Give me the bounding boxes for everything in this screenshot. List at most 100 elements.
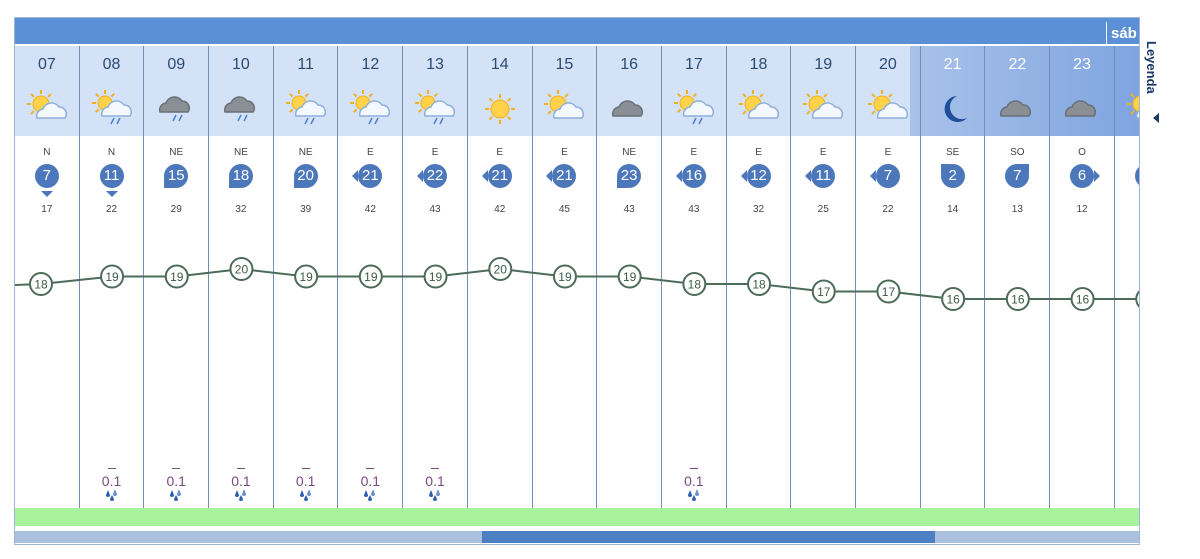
wind-speed-badge: 7 xyxy=(1005,164,1030,188)
scrollbar-thumb[interactable] xyxy=(482,531,935,543)
wind-gust-value: 22 xyxy=(105,204,118,215)
wind-direction-label: E xyxy=(819,147,827,158)
wind-speed-value: 7 xyxy=(1005,164,1030,188)
hour-columns: 07 N 7 17 08 N 11 22 0.1 09 NE 15 29 0.1 10 NE 18 32 0.1 11… xyxy=(15,46,1168,508)
precipitation-value: 0.1 xyxy=(339,468,403,489)
hour-column[interactable]: 23 O 6 12 xyxy=(1050,46,1115,508)
temperature-point: 19 xyxy=(358,264,383,289)
wind-speed-badge: 6 xyxy=(1070,164,1101,188)
temperature-point: 19 xyxy=(294,264,319,289)
hour-label: 21 xyxy=(943,56,962,73)
temperature-marker xyxy=(488,257,513,281)
hour-column[interactable]: 22 SO 7 13 xyxy=(986,46,1051,508)
day-label[interactable]: sáb xyxy=(1106,22,1137,44)
hour-label: 23 xyxy=(1073,56,1091,73)
precipitation-value: 0.1 xyxy=(274,468,338,489)
moon-icon xyxy=(931,88,975,128)
wind-direction-label: NE xyxy=(169,147,184,158)
precipitation-value: 0.1 xyxy=(209,468,273,489)
rain-drops-icon xyxy=(298,488,314,502)
precipitation-value: 0.1 xyxy=(403,468,467,489)
wind-speed-value: 6 xyxy=(1070,164,1095,188)
temperature-label: 19 xyxy=(105,270,119,284)
cloud-rain-icon xyxy=(154,88,198,128)
hour-column[interactable]: 20 E 7 22 xyxy=(856,46,921,508)
rain-drops-icon xyxy=(427,488,443,502)
temperature-point: 16 xyxy=(941,287,966,311)
wind-direction-label: E xyxy=(431,147,439,158)
temperature-label: 17 xyxy=(882,285,896,299)
sun-cloud-icon xyxy=(542,88,586,128)
temperature-label: 16 xyxy=(1011,293,1025,307)
cloud-icon xyxy=(607,88,651,128)
hour-label: 20 xyxy=(879,56,897,73)
wind-speed-value: 21 xyxy=(552,164,577,188)
sun-cloud-icon xyxy=(25,88,69,128)
temperature-marker xyxy=(29,272,53,296)
wind-speed-badge: 20 xyxy=(293,164,318,188)
wind-direction-label: E xyxy=(884,147,892,158)
temperature-marker xyxy=(1005,287,1030,311)
hour-column[interactable]: 18 E 12 32 xyxy=(727,46,792,508)
temperature-label: 18 xyxy=(34,278,48,292)
hour-label: 19 xyxy=(814,56,833,73)
hour-column[interactable]: 13 E 22 43 0.1 xyxy=(403,46,468,508)
wind-direction-label: SO xyxy=(1010,147,1025,158)
wind-speed-value: 20 xyxy=(293,164,318,188)
temperature-point: 20 xyxy=(488,257,513,281)
wind-direction-label: NE xyxy=(233,147,248,158)
sun-cloud-rain-icon xyxy=(90,88,134,128)
wind-speed-value: 11 xyxy=(99,164,124,188)
temperature-label: 19 xyxy=(623,270,637,284)
wind-speed-badge: 11 xyxy=(99,164,124,197)
wind-speed-badge: 12 xyxy=(740,164,771,188)
wind-direction-label: E xyxy=(561,147,568,158)
sun-cloud-icon xyxy=(737,88,781,128)
rain-drops-icon xyxy=(233,488,249,502)
rain-drops-icon xyxy=(168,488,184,502)
hour-column[interactable]: 16 NE 23 43 xyxy=(597,46,662,508)
temperature-label: 18 xyxy=(688,278,702,292)
wind-speed-badge: 7 xyxy=(34,164,59,197)
wind-speed-badge: 22 xyxy=(417,164,448,188)
legend-label[interactable]: Leyenda xyxy=(1144,41,1159,94)
wind-direction-label: NE xyxy=(622,147,637,158)
wind-gust-value: 12 xyxy=(1076,204,1088,215)
wind-speed-value: 7 xyxy=(875,164,900,188)
hour-column[interactable]: 10 NE 18 32 0.1 xyxy=(209,46,274,508)
hour-column[interactable]: 07 N 7 17 xyxy=(15,46,80,508)
horizontal-scrollbar[interactable] xyxy=(15,531,1139,543)
wind-speed-badge: 21 xyxy=(546,164,577,188)
hour-label: 08 xyxy=(102,56,121,73)
precipitation-value: 0.1 xyxy=(80,468,144,489)
hour-label: 14 xyxy=(490,56,509,73)
hour-label: 07 xyxy=(37,56,56,73)
temperature-point: 18 xyxy=(682,272,707,296)
wind-speed-value: 22 xyxy=(423,164,448,188)
wind-speed-value: 12 xyxy=(746,164,771,188)
hour-column[interactable]: 09 NE 15 29 0.1 xyxy=(144,46,210,508)
hour-label: 11 xyxy=(297,56,314,73)
wind-speed-badge: 15 xyxy=(164,164,189,188)
legend-panel[interactable]: Leyenda xyxy=(1139,17,1175,545)
hour-column[interactable]: 17 E 16 43 0.1 xyxy=(662,46,727,508)
wind-gust-value: 22 xyxy=(882,204,894,215)
hour-column[interactable]: 21 SE 2 14 xyxy=(921,46,986,508)
hour-column[interactable]: 14 E 21 42 xyxy=(468,46,533,508)
hour-label: 15 xyxy=(555,56,574,73)
wind-direction-label: E xyxy=(690,147,698,158)
temperature-point: 17 xyxy=(811,279,836,304)
wind-direction-label: N xyxy=(107,147,116,158)
wind-direction-label: N xyxy=(43,147,51,158)
wind-speed-value: 11 xyxy=(811,164,836,188)
wind-speed-value: 21 xyxy=(487,164,512,188)
hour-column[interactable]: 19 E 11 25 xyxy=(791,46,857,508)
wind-gust-value: 17 xyxy=(41,204,53,215)
temperature-label: 18 xyxy=(752,278,766,292)
chevron-left-icon[interactable] xyxy=(1153,113,1159,123)
wind-speed-value: 16 xyxy=(681,164,706,188)
temperature-point: 20 xyxy=(229,257,254,281)
temperature-marker xyxy=(294,264,319,289)
wind-speed-value: 15 xyxy=(164,164,189,188)
temperature-label: 20 xyxy=(494,263,508,277)
